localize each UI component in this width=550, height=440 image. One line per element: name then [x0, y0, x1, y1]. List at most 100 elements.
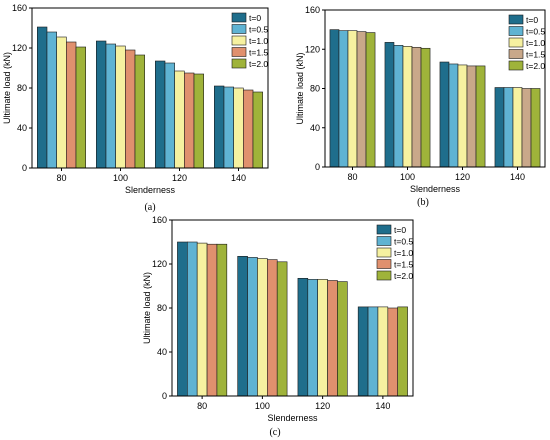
bar-120-t=0 — [439, 61, 450, 168]
bar-140-t=1.5 — [521, 88, 532, 168]
bar-140-t=0.5 — [223, 86, 234, 169]
y-tick-label: 80 — [17, 83, 27, 93]
bar-100-t=0 — [96, 40, 107, 169]
x-tick-label: 100 — [400, 172, 415, 182]
bar-80-t=1.5 — [66, 41, 77, 169]
y-axis-label: Ultimate load (kN) — [2, 52, 12, 124]
y-tick-label: 160 — [305, 5, 320, 15]
legend-entry: t=0.5 — [394, 237, 413, 247]
bar-80-t=2.0 — [216, 243, 228, 397]
legend-entry: t=1.5 — [394, 260, 413, 270]
bar-120-t=1.5 — [184, 72, 195, 169]
x-tick-label: 140 — [510, 172, 525, 182]
legend-swatch — [376, 236, 392, 246]
chart-panel-b: 0 40 80 120 160 80 100 120 140 Slenderness Ultimat… — [295, 5, 546, 208]
bar-120-t=0.5 — [448, 63, 459, 168]
legend-swatch — [508, 37, 524, 48]
bar-120-t=0 — [297, 277, 309, 397]
legend-swatch — [231, 24, 247, 34]
legend-entry: t=0.5 — [249, 25, 268, 35]
bar-120-t=0.5 — [307, 279, 318, 397]
bar-80-t=1.5 — [206, 243, 218, 397]
legend-swatch — [508, 14, 524, 25]
legend-entry: t=2.0 — [249, 59, 268, 69]
bar-100-t=2.0 — [276, 261, 288, 397]
panel-label: (a) — [144, 202, 155, 213]
legend-entry: t=0.5 — [526, 27, 545, 37]
legend-swatch — [376, 224, 392, 235]
y-tick-label: 0 — [162, 391, 167, 401]
y-tick-label: 120 — [305, 44, 320, 54]
legend-entry: t=1.0 — [394, 248, 413, 258]
legend-swatch — [376, 270, 392, 281]
bar-100-t=0.5 — [105, 43, 116, 169]
bar-100-t=2.0 — [420, 47, 431, 168]
legend-entry: t=1.0 — [526, 38, 545, 48]
y-axis-label: Ultimate load (kN) — [295, 52, 305, 124]
y-tick-label: 40 — [17, 123, 27, 133]
bar-80-t=0.5 — [338, 30, 349, 168]
x-tick-label: 100 — [255, 401, 270, 411]
x-axis-label: Slenderness — [267, 413, 318, 423]
x-tick-label: 80 — [197, 401, 207, 411]
bar-140-t=0 — [494, 87, 505, 168]
bar-120-t=0.5 — [164, 62, 175, 169]
y-tick-label: 0 — [315, 162, 320, 172]
y-axis-label: Ultimate load (kN) — [142, 272, 152, 344]
bar-100-t=1.5 — [411, 46, 422, 168]
y-tick-label: 0 — [22, 163, 27, 173]
legend-entry: t=1.5 — [526, 50, 545, 60]
legend-swatch — [508, 26, 524, 36]
legend-entry: t=0 — [526, 15, 538, 25]
y-tick-label: 40 — [310, 123, 320, 133]
legend-entry: t=1.5 — [249, 48, 268, 58]
bar-140-t=1.0 — [512, 87, 523, 168]
chart-panel-a: 0 40 80 120 160 80 100 120 140 Slenderness Ultimat… — [2, 3, 269, 213]
bar-120-t=1.5 — [327, 280, 338, 397]
bar-140-t=1.0 — [233, 87, 244, 169]
bar-140-t=0 — [214, 85, 225, 169]
chart-panel-c: 0 40 80 120 160 80 100 120 140 Slenderness Ultimat… — [142, 215, 414, 438]
bar-80-t=0.5 — [187, 241, 198, 397]
bar-100-t=0 — [237, 255, 248, 397]
panel-label: (c) — [269, 427, 280, 438]
panel-label: (b) — [417, 197, 429, 208]
bar-100-t=1.0 — [402, 46, 413, 168]
y-tick-label: 160 — [12, 3, 27, 13]
legend: t=0 t=0.5t=1.0 t=1.5t=2.0 — [508, 14, 545, 71]
legend: t=0 t=0.5t=1.0 t=1.5t=2.0 — [231, 12, 268, 69]
legend-entry: t=1.0 — [249, 36, 268, 46]
legend-swatch — [376, 259, 392, 269]
bar-120-t=0 — [155, 60, 166, 169]
x-tick-label: 140 — [375, 401, 390, 411]
bar-120-t=1.0 — [174, 70, 185, 169]
bar-80-t=1.0 — [347, 30, 358, 168]
x-axis-label: Slenderness — [125, 185, 176, 195]
bar-140-t=0 — [357, 306, 369, 397]
bar-80-t=0 — [329, 29, 340, 168]
y-tick-label: 160 — [152, 215, 167, 225]
bar-140-t=2.0 — [530, 88, 541, 168]
bar-100-t=0.5 — [393, 45, 404, 168]
x-tick-label: 120 — [315, 401, 330, 411]
legend-entry: t=0 — [394, 225, 406, 235]
legend-entry: t=2.0 — [526, 61, 545, 71]
bar-140-t=0.5 — [503, 87, 514, 168]
bar-120-t=1.0 — [457, 64, 468, 168]
bar-80-t=1.0 — [56, 36, 67, 169]
bar-140-t=2.0 — [252, 91, 263, 169]
bar-100-t=1.0 — [257, 258, 268, 397]
legend-swatch — [231, 35, 247, 46]
bar-80-t=0.5 — [46, 31, 57, 169]
bar-80-t=0 — [177, 241, 188, 397]
y-tick-label: 120 — [152, 259, 167, 269]
legend-swatch — [508, 49, 524, 59]
legend-swatch — [231, 47, 247, 57]
bar-140-t=1.0 — [377, 306, 389, 397]
bar-140-t=2.0 — [397, 306, 408, 397]
x-tick-label: 80 — [347, 172, 357, 182]
x-tick-label: 140 — [231, 173, 246, 183]
bar-120-t=2.0 — [475, 65, 486, 168]
y-tick-label: 120 — [12, 43, 27, 53]
